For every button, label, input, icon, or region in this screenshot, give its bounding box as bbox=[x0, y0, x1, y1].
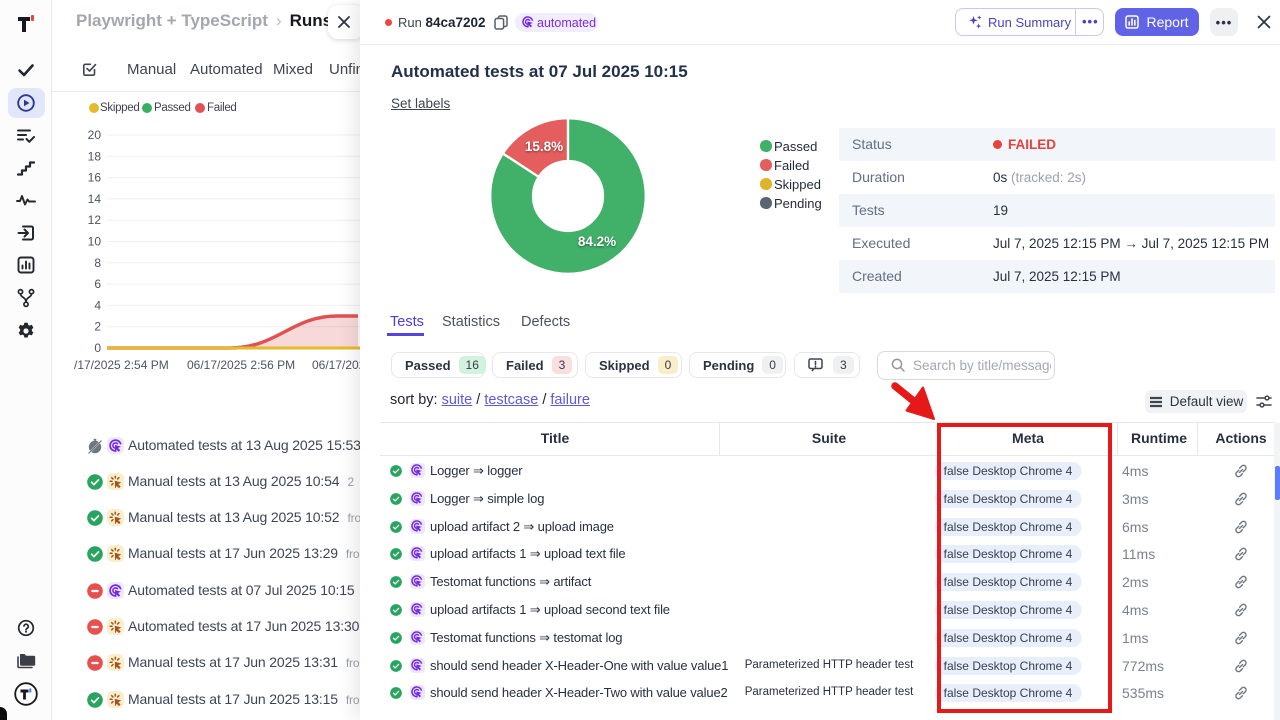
svg-text:15.8%: 15.8% bbox=[525, 139, 563, 154]
svg-text:84.2%: 84.2% bbox=[578, 234, 616, 249]
svg-text:0: 0 bbox=[94, 341, 101, 355]
svg-text:4: 4 bbox=[94, 298, 101, 312]
svg-text:/17/2025 2:54 PM: /17/2025 2:54 PM bbox=[74, 358, 169, 372]
svg-text:18: 18 bbox=[88, 149, 102, 163]
svg-text:06/17/2025 2: 06/17/2025 2 bbox=[312, 358, 360, 372]
svg-text:06/17/2025 2:56 PM: 06/17/2025 2:56 PM bbox=[187, 358, 295, 372]
svg-text:6: 6 bbox=[94, 277, 101, 291]
svg-text:12: 12 bbox=[88, 213, 102, 227]
svg-text:2: 2 bbox=[94, 320, 101, 334]
svg-text:16: 16 bbox=[88, 171, 102, 185]
svg-text:8: 8 bbox=[94, 256, 101, 270]
svg-text:10: 10 bbox=[88, 235, 102, 249]
svg-text:20: 20 bbox=[88, 128, 102, 142]
svg-text:14: 14 bbox=[88, 192, 102, 206]
